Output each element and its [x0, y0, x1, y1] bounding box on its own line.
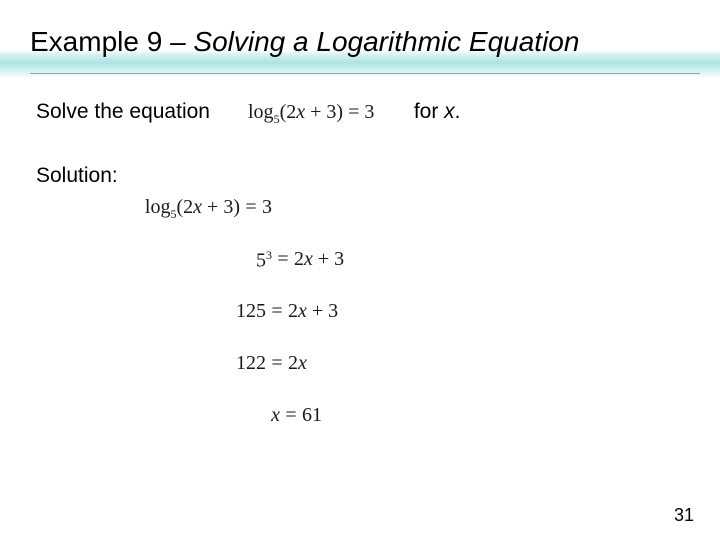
- slide-title: Example 9 – Solving a Logarithmic Equati…: [30, 26, 579, 58]
- eq-log: log: [248, 101, 274, 123]
- eq-x: x: [296, 101, 305, 123]
- s3-eq: =: [266, 300, 288, 323]
- s3-r2: + 3: [307, 300, 338, 322]
- s4-x: x: [298, 352, 307, 374]
- s1-log: log: [145, 196, 171, 218]
- intro-var: x: [444, 100, 455, 123]
- eq-arg1: (2: [280, 101, 297, 123]
- s4-lhs: 122: [166, 352, 266, 375]
- s1-rhs: 3: [262, 196, 272, 219]
- inline-equation: log5(2x + 3) = 3: [248, 101, 374, 127]
- s2-r2: + 3: [313, 248, 344, 270]
- step-5: x = 61: [130, 404, 344, 456]
- s5-eq: =: [280, 404, 302, 427]
- title-band: Example 9 – Solving a Logarithmic Equati…: [0, 18, 720, 76]
- page-number: 31: [674, 505, 694, 526]
- step-1: log5(2x + 3) = 3: [130, 196, 344, 248]
- s5-rhs: 61: [302, 404, 322, 427]
- step-2: 53 = 2x + 3: [130, 248, 344, 300]
- step-4: 122 = 2x: [130, 352, 344, 404]
- solution-steps: log5(2x + 3) = 3 53 = 2x + 3 125 = 2x + …: [130, 196, 344, 456]
- s1-eq: =: [240, 196, 262, 219]
- s1-arg1: (2: [176, 196, 193, 218]
- solution-label: Solution:: [36, 164, 118, 188]
- s2-x: x: [304, 248, 313, 270]
- intro-lead: Solve the equation: [36, 100, 210, 123]
- s4-r1: 2: [288, 352, 298, 374]
- s3-x: x: [298, 300, 307, 322]
- s1-x: x: [193, 196, 202, 218]
- title-prefix: Example 9 –: [30, 26, 193, 57]
- step-3: 125 = 2x + 3: [130, 300, 344, 352]
- eq-arg2: + 3) = 3: [305, 101, 374, 123]
- title-italic: Solving a Logarithmic Equation: [193, 26, 579, 57]
- slide: Example 9 – Solving a Logarithmic Equati…: [0, 0, 720, 540]
- intro-for: for: [414, 100, 444, 123]
- s1-arg2: + 3): [202, 196, 240, 218]
- s4-eq: =: [266, 352, 288, 375]
- s2-base: 5: [256, 250, 266, 272]
- s2-r1: 2: [294, 248, 304, 270]
- s5-x: x: [271, 404, 280, 426]
- s3-lhs: 125: [166, 300, 266, 323]
- s2-eq: =: [272, 248, 294, 271]
- s3-r1: 2: [288, 300, 298, 322]
- intro-period: .: [455, 100, 461, 123]
- title-rule: [30, 73, 700, 74]
